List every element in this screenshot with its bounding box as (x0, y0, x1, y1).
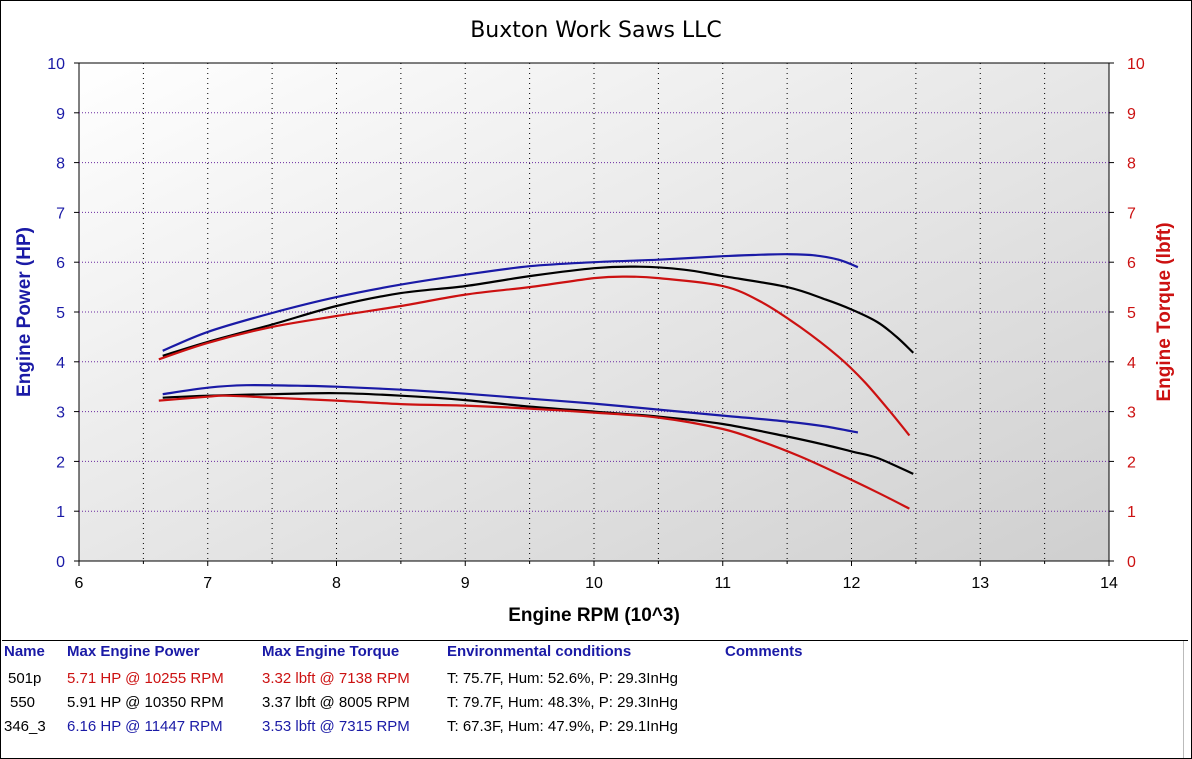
left-tick-label: 1 (56, 504, 65, 521)
left-tick-label: 8 (56, 156, 65, 173)
right-axis-ticks: 0 1 2 3 4 5 6 7 8 9 10 (1109, 56, 1145, 571)
series-line-550-power (162, 265, 915, 357)
right-tick-label: 8 (1127, 156, 1136, 173)
header-comments: Comments (725, 643, 803, 660)
plot-area (78, 62, 1110, 562)
x-tick-label: 9 (461, 575, 470, 592)
x-tick-label: 13 (971, 575, 989, 592)
x-tick-label: 8 (332, 575, 341, 592)
row-max-torque: 3.53 lbft @ 7315 RPM (262, 718, 410, 735)
x-axis-ticks: 6 7 8 9 10 11 12 13 14 (75, 561, 1118, 592)
right-tick-label: 3 (1127, 405, 1136, 422)
header-max-torque: Max Engine Torque (262, 643, 400, 660)
left-tick-label: 9 (56, 106, 65, 123)
right-tick-label: 10 (1127, 56, 1145, 73)
header-name: Name (4, 643, 45, 660)
right-tick-label: 9 (1127, 106, 1136, 123)
left-tick-label: 10 (47, 56, 65, 73)
right-tick-label: 7 (1127, 205, 1136, 222)
right-tick-label: 6 (1127, 255, 1136, 272)
x-tick-label: 11 (714, 575, 731, 592)
row-name: 346_3 (4, 718, 46, 735)
series-line-501p-power (158, 275, 911, 437)
results-scrollbar[interactable] (1183, 641, 1188, 758)
left-tick-label: 5 (56, 305, 65, 322)
grid (79, 63, 1109, 561)
left-tick-label: 0 (56, 554, 65, 571)
right-tick-label: 0 (1127, 554, 1136, 571)
x-tick-label: 10 (585, 575, 603, 592)
series-lines (158, 253, 915, 510)
row-env: T: 75.7F, Hum: 52.6%, P: 29.3InHg (447, 670, 678, 687)
x-tick-label: 12 (843, 575, 861, 592)
header-env-conditions: Environmental conditions (447, 643, 632, 660)
x-axis-label: Engine RPM (10^3) (508, 605, 680, 626)
right-tick-label: 1 (1127, 504, 1136, 521)
left-tick-label: 4 (56, 355, 65, 372)
left-axis-ticks: 0 1 2 3 4 5 6 7 8 9 10 (47, 56, 79, 571)
left-axis-label: Engine Power (HP) (14, 227, 35, 397)
series-line-501p-torque (158, 394, 910, 510)
left-tick-label: 2 (56, 454, 65, 471)
series-line-346_3-torque (162, 384, 859, 434)
row-name: 501p (8, 670, 42, 687)
chart-title: Buxton Work Saws LLC (470, 18, 722, 43)
results-table: Name Max Engine Power Max Engine Torque … (2, 640, 1188, 758)
series-line-346_3-power (162, 253, 859, 352)
right-tick-label: 2 (1127, 454, 1136, 471)
row-max-power: 5.71 HP @ 10255 RPM (67, 670, 224, 687)
x-tick-label: 7 (203, 575, 212, 592)
header-max-power: Max Engine Power (67, 643, 200, 660)
right-tick-label: 4 (1127, 355, 1136, 372)
row-env: T: 67.3F, Hum: 47.9%, P: 29.1InHg (447, 718, 678, 735)
x-tick-label: 6 (75, 575, 84, 592)
row-max-torque: 3.32 lbft @ 7138 RPM (262, 670, 410, 687)
left-tick-label: 6 (56, 255, 65, 272)
row-max-power: 5.91 HP @ 10350 RPM (67, 694, 224, 711)
row-max-power: 6.16 HP @ 11447 RPM (67, 718, 223, 735)
row-max-torque: 3.37 lbft @ 8005 RPM (262, 694, 410, 711)
left-tick-label: 7 (56, 205, 65, 222)
row-env: T: 79.7F, Hum: 48.3%, P: 29.3InHg (447, 694, 678, 711)
left-tick-label: 3 (56, 405, 65, 422)
row-name: 550 (10, 694, 36, 711)
right-axis-label: Engine Torque (lbft) (1154, 222, 1175, 401)
x-tick-label: 14 (1100, 575, 1118, 592)
right-tick-label: 5 (1127, 305, 1136, 322)
